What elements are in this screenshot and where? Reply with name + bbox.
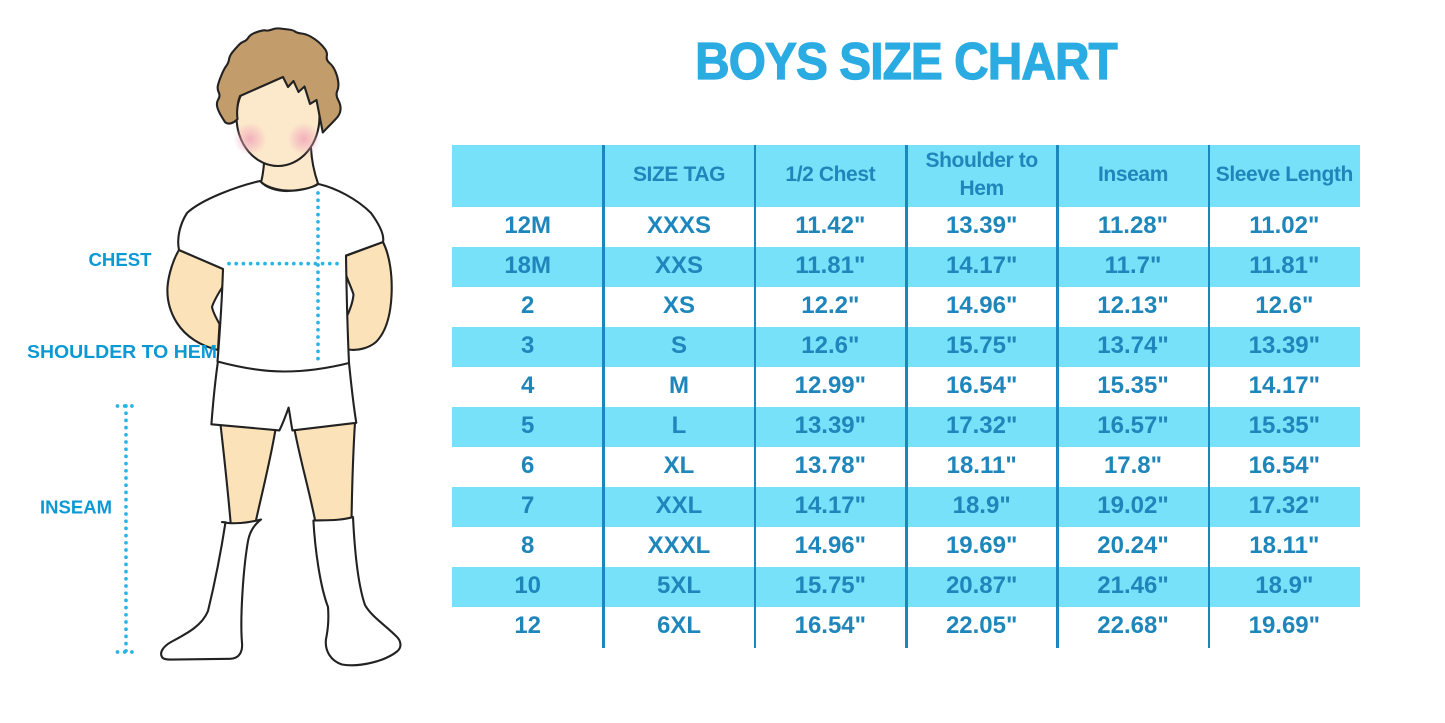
svg-text:INSEAM: INSEAM: [40, 497, 112, 518]
svg-text:SHOULDER TO HEM: SHOULDER TO HEM: [27, 341, 217, 362]
svg-text:CHEST: CHEST: [89, 249, 153, 270]
